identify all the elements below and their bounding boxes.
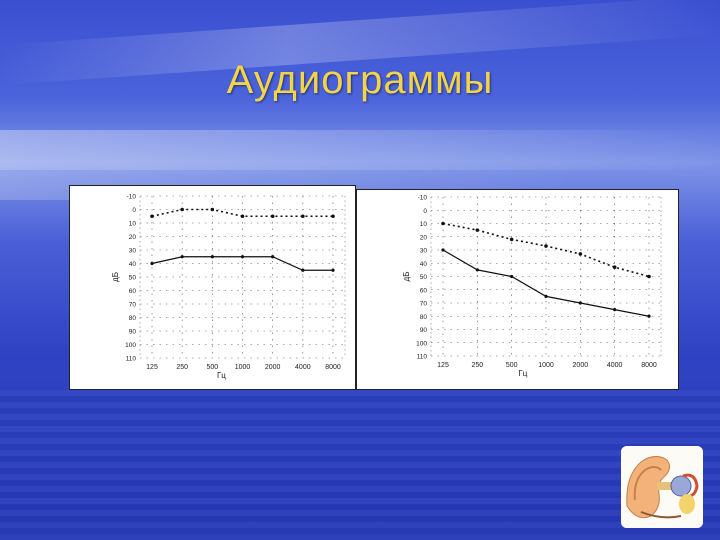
y-tick-label: 90: [129, 329, 137, 336]
data-point: [613, 308, 617, 312]
y-tick-label: 0: [132, 207, 136, 214]
data-point: [180, 207, 184, 212]
y-tick-label: 40: [129, 261, 137, 268]
x-tick-label: 250: [176, 364, 188, 371]
y-axis-label: дБ: [111, 272, 120, 282]
y-tick-label: 80: [420, 314, 428, 321]
data-point: [647, 314, 651, 318]
data-point: [647, 274, 651, 279]
y-tick-label: 100: [416, 340, 427, 347]
y-tick-label: 50: [129, 275, 137, 282]
x-axis-label: Гц: [518, 369, 527, 378]
y-axis-label: дБ: [402, 272, 411, 282]
x-tick-label: 2000: [265, 364, 281, 371]
slide-title: Аудиограммы: [226, 58, 494, 102]
data-point: [509, 237, 514, 242]
data-point: [270, 214, 275, 219]
ear-anatomy-icon: [621, 446, 703, 528]
data-point: [475, 228, 480, 232]
x-tick-label: 8000: [641, 362, 657, 369]
x-axis-label: Гц: [217, 371, 226, 380]
data-point: [150, 214, 154, 219]
data-point: [180, 255, 184, 259]
x-tick-label: 4000: [607, 362, 623, 369]
data-point: [441, 248, 445, 252]
y-tick-label: 90: [420, 327, 428, 334]
x-tick-label: 2000: [573, 362, 589, 369]
x-tick-label: 125: [146, 364, 158, 371]
x-tick-label: 8000: [325, 364, 341, 371]
y-tick-label: 100: [125, 342, 136, 349]
data-point: [210, 207, 215, 212]
data-point: [578, 301, 582, 305]
x-tick-label: 1000: [538, 362, 554, 369]
y-tick-label: 50: [420, 274, 428, 281]
data-point: [150, 261, 154, 266]
data-point: [240, 255, 245, 259]
data-point: [301, 268, 305, 272]
x-tick-label: 500: [206, 364, 218, 371]
data-point: [612, 265, 617, 270]
data-point: [544, 294, 548, 298]
y-tick-label: 10: [420, 221, 428, 228]
data-point: [331, 268, 335, 272]
y-tick-label: 70: [129, 302, 137, 309]
y-tick-label: 60: [129, 288, 137, 295]
audiogram-right-chart: -10 0 10 20 30 40 50 60 70 80 90 100 110 125 250 500 100…: [402, 195, 662, 378]
data-point: [510, 274, 514, 279]
y-tick-label: -10: [127, 194, 137, 201]
y-tick-label: 30: [420, 248, 428, 255]
y-tick-label: 110: [417, 354, 428, 361]
ear-anatomy-image: [621, 446, 703, 528]
background-streak: [0, 130, 720, 170]
data-point: [544, 244, 548, 248]
audiogram-left-chart: -10 0 10 20 30 40 50 60 70 80 90 100 110 125 250 500 100…: [111, 194, 346, 380]
x-tick-label: 1000: [235, 364, 251, 371]
x-tick-label: 125: [437, 362, 449, 369]
x-tick-label: 4000: [295, 364, 311, 371]
y-tick-label: 110: [126, 356, 137, 363]
x-tick-label: 250: [471, 362, 483, 369]
data-point: [240, 214, 245, 219]
y-tick-label: 30: [129, 248, 137, 255]
series-2-line: [442, 249, 650, 317]
x-tick-label: 500: [506, 362, 518, 369]
y-tick-label: 20: [129, 234, 137, 241]
data-point: [331, 214, 335, 219]
y-tick-label: 20: [420, 234, 428, 241]
y-tick-label: 70: [420, 301, 428, 308]
data-point: [475, 268, 479, 272]
y-tick-label: 10: [129, 221, 137, 228]
y-tick-label: 40: [420, 261, 428, 268]
data-point: [210, 255, 214, 259]
audiogram-right-panel: -10 0 10 20 30 40 50 60 70 80 90 100 110 125 250 500 100…: [356, 189, 679, 390]
audiogram-left-panel: -10 0 10 20 30 40 50 60 70 80 90 100 110 125 250 500 100…: [69, 185, 356, 390]
data-point: [271, 255, 275, 259]
background-water: [0, 390, 720, 540]
y-tick-label: 60: [420, 287, 428, 294]
y-tick-label: 80: [129, 315, 137, 322]
y-tick-label: 0: [423, 208, 427, 215]
data-point: [441, 221, 445, 226]
data-point: [578, 252, 583, 256]
y-tick-label: -10: [418, 195, 428, 202]
data-point: [301, 214, 305, 219]
